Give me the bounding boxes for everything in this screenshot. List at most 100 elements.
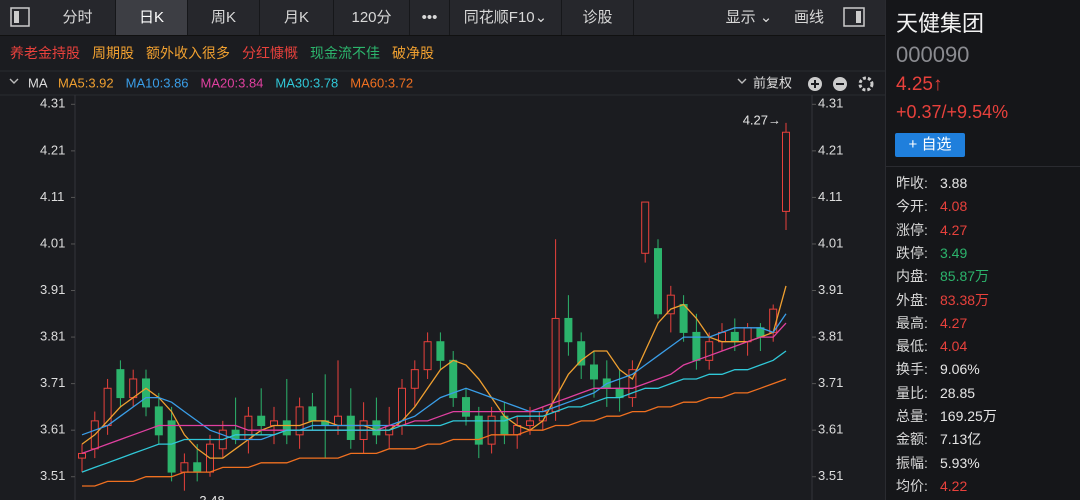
stat-label: 跌停: <box>896 244 928 261</box>
candle-body <box>257 415 266 427</box>
candle-body <box>372 420 381 436</box>
stat-row: 振幅: 5.93% <box>896 453 980 473</box>
stat-value: 4.22 <box>940 477 968 494</box>
stat-value: 3.88 <box>940 175 968 191</box>
tag: 周期股 <box>92 45 134 61</box>
stat-row: 金额: 7.13亿 <box>896 429 981 449</box>
display-menu[interactable]: 显示 ⌄ <box>725 9 773 26</box>
stat-value: 4.08 <box>940 198 968 215</box>
tag: 养老金持股 <box>10 45 80 61</box>
watch-button[interactable]: + 自选 <box>895 133 965 157</box>
stat-label: 换手: <box>896 361 928 378</box>
y-tick-label: 3.81 <box>818 329 843 344</box>
stat-row: 量比: 28.85 <box>896 383 975 403</box>
stat-row: 今开: 4.08 <box>896 196 967 216</box>
candle-body <box>142 378 150 408</box>
candle-body <box>526 420 534 427</box>
indicator-label: MA <box>28 75 48 90</box>
stat-row: 换手: 9.06% <box>896 359 980 379</box>
ma-line <box>81 285 787 459</box>
stat-label: 今开: <box>896 198 928 215</box>
stat-row: 外盘: 83.38万 <box>896 290 989 310</box>
legend-entry: MA20:3.84 <box>201 75 264 90</box>
stat-value: 4.04 <box>940 338 968 355</box>
candle-body <box>270 420 278 427</box>
candle-body <box>500 415 509 436</box>
candle-body <box>423 341 432 371</box>
stat-row: 昨收: 3.88 <box>896 173 967 193</box>
settings[interactable] <box>858 76 874 92</box>
min-annotation: ←3.48 <box>186 493 224 500</box>
stat-label: 最高: <box>896 314 928 331</box>
y-tick-label: 4.31 <box>818 96 843 111</box>
y-tick-label: 4.11 <box>40 189 64 204</box>
candle-body <box>167 420 176 473</box>
stat-value: 85.87万 <box>940 268 990 285</box>
y-tick-label: 3.91 <box>818 282 843 297</box>
ma-line <box>81 322 787 455</box>
stat-value: 169.25万 <box>940 408 997 424</box>
stat-value: 5.93% <box>940 454 980 471</box>
tab[interactable]: 周K <box>188 0 260 35</box>
tab[interactable]: 诊股 <box>562 0 634 35</box>
candle-body <box>564 317 573 343</box>
kline-chart: MA 前复权 4.31 4.31 4.21 4.21 4.11 4.11 4.01 4.01 3… <box>0 70 885 500</box>
stat-value: 9.06% <box>940 361 980 378</box>
collapse-icon[interactable] <box>9 78 19 84</box>
panel-icon[interactable] <box>834 0 874 35</box>
y-tick-label: 4.31 <box>40 96 65 111</box>
stock-code: 000090 <box>896 42 970 67</box>
candle-body <box>487 415 496 445</box>
stat-label: 金额: <box>896 431 928 448</box>
tag-row: 养老金持股 周期股 额外收入很多 分红慷慨 现金流不佳 破净股 <box>10 40 434 66</box>
y-tick-label: 3.71 <box>818 375 843 390</box>
stat-value: 83.38万 <box>940 291 990 308</box>
stat-row: 最高: 4.27 <box>896 313 967 333</box>
quote-panel: 天健集团 000090 4.25↑ +0.37/+9.54% + 自选 昨收: 3… <box>885 0 1080 500</box>
y-tick-label: 4.01 <box>40 235 65 250</box>
y-tick-label: 4.21 <box>40 142 65 157</box>
max-annotation: 4.27→ <box>743 112 781 127</box>
tab[interactable]: ••• <box>410 0 450 35</box>
legend-entry: MA5:3.92 <box>58 75 114 90</box>
candle-body <box>782 131 790 212</box>
candle-body <box>154 406 163 436</box>
candle-body <box>577 341 586 366</box>
layout-icon[interactable] <box>0 0 40 35</box>
y-tick-label: 3.51 <box>40 468 65 483</box>
tab[interactable]: 日K <box>116 0 188 35</box>
ma-line <box>81 313 787 441</box>
legend-entry: MA30:3.78 <box>275 75 338 90</box>
tab[interactable]: 月K <box>260 0 334 35</box>
draw-button[interactable]: 画线 <box>793 9 824 26</box>
adjust-icon[interactable] <box>737 78 747 84</box>
y-tick-label: 3.51 <box>818 468 843 483</box>
stat-label: 内盘: <box>896 268 928 285</box>
stat-label: 均价: <box>896 477 928 494</box>
stat-label: 量比: <box>896 384 928 401</box>
candle-body <box>346 415 355 440</box>
candle-body <box>462 397 470 417</box>
candle-body <box>666 294 675 315</box>
y-tick-label: 4.01 <box>818 235 843 250</box>
candle-body <box>628 369 637 399</box>
candle-body <box>244 415 253 440</box>
candle-body <box>743 327 752 343</box>
tab[interactable]: 同花顺F10⌄ <box>450 0 562 35</box>
divider <box>886 166 1080 167</box>
ma-line <box>81 350 787 473</box>
adjust-label[interactable]: 前复权 <box>753 75 792 90</box>
candle-body <box>654 248 662 315</box>
candle-body <box>295 406 304 436</box>
stat-label: 昨收: <box>896 175 928 191</box>
tab[interactable]: 120分 <box>334 0 410 35</box>
stat-row: 最低: 4.04 <box>896 336 967 356</box>
tag: 额外收入很多 <box>146 45 230 61</box>
stat-label: 总量: <box>896 408 928 424</box>
legend-entry: MA10:3.86 <box>126 75 189 90</box>
y-tick-label: 4.21 <box>818 142 843 157</box>
tag: 现金流不佳 <box>310 45 380 61</box>
stat-value: 3.49 <box>940 244 968 261</box>
tab[interactable]: 分时 <box>40 0 116 35</box>
